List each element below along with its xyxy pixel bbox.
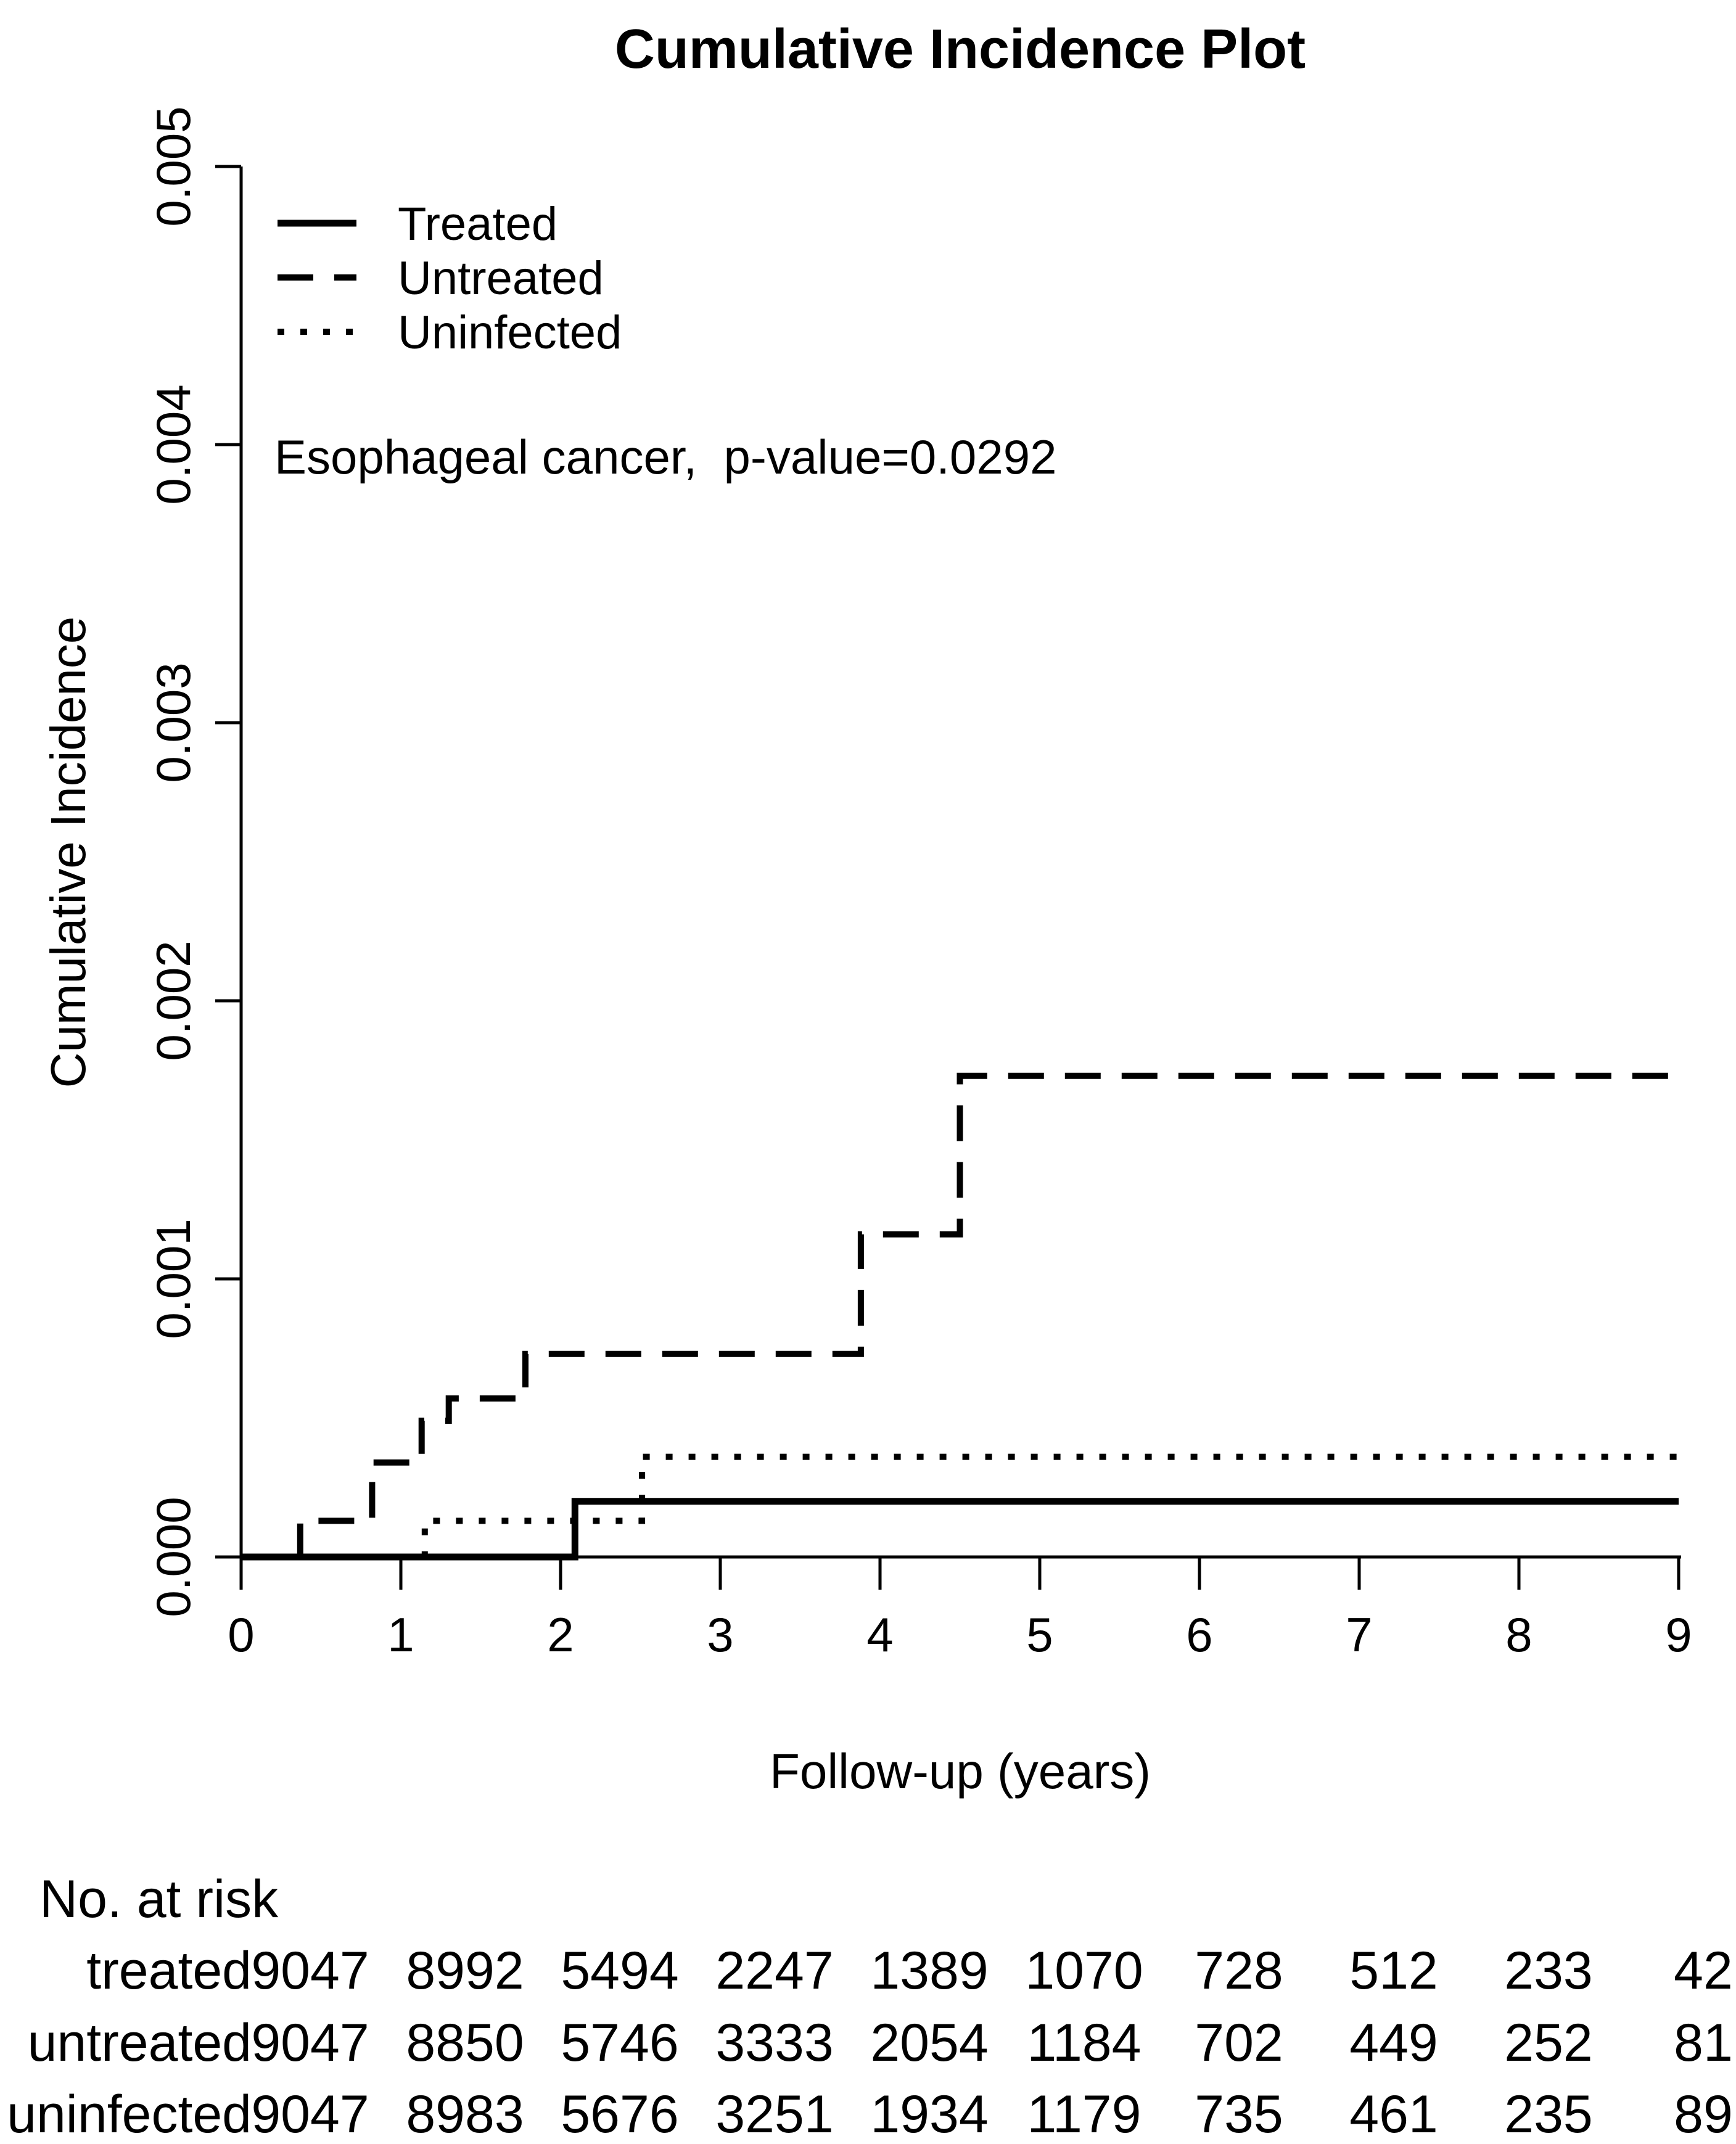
risk-count: 735 — [1195, 2085, 1283, 2144]
risk-table-rows: treated 9047 8992 5494 2247 1389 1070 728 512 233… — [7, 1941, 1733, 2144]
x-tick-label: 3 — [707, 1608, 733, 1662]
risk-count: 2247 — [715, 1941, 833, 2000]
y-tick-label: 0.005 — [146, 106, 200, 226]
curves — [241, 1072, 1679, 1561]
risk-count: 9047 — [251, 2085, 369, 2144]
risk-count: 42 — [1674, 1941, 1733, 2000]
x-tick-label: 2 — [547, 1608, 574, 1662]
y-axis-label: Cumulative Incidence — [41, 617, 96, 1088]
risk-row-label: uninfected — [7, 2085, 252, 2144]
x-tick-label: 6 — [1186, 1608, 1212, 1662]
x-tick-label: 8 — [1505, 1608, 1532, 1662]
risk-count: 9047 — [251, 1941, 369, 2000]
legend-label: Uninfected — [398, 306, 622, 359]
treated-curve — [241, 1498, 1679, 1561]
risk-table-title: No. at risk — [39, 1870, 279, 1929]
risk-count: 233 — [1504, 1941, 1593, 2000]
risk-count: 5746 — [561, 2013, 678, 2072]
risk-count: 1184 — [1027, 2013, 1142, 2072]
untreated-curve — [241, 1072, 1679, 1560]
risk-count: 702 — [1195, 2013, 1283, 2072]
y-tick-label: 0.000 — [146, 1497, 200, 1617]
labels: Cumulative Incidence Plot Follow-up (yea… — [41, 18, 1306, 1799]
x-tick-label: 7 — [1346, 1608, 1372, 1662]
risk-count: 1179 — [1027, 2085, 1142, 2144]
chart-title: Cumulative Incidence Plot — [615, 18, 1306, 80]
x-axis-label: Follow-up (years) — [770, 1744, 1151, 1799]
y-tick-label: 0.004 — [146, 384, 200, 504]
risk-count: 252 — [1504, 2013, 1593, 2072]
risk-count: 1389 — [870, 1941, 988, 2000]
risk-count: 89 — [1674, 2085, 1733, 2144]
risk-count: 449 — [1349, 2013, 1438, 2072]
risk-count: 8983 — [406, 2085, 524, 2144]
uninfected-curve — [241, 1453, 1679, 1560]
risk-count: 1070 — [1025, 1941, 1143, 2000]
axes: 0 1 2 3 4 5 6 7 8 9 0.000 0.001 0.002 0.003 0.004 0.005 — [146, 106, 1692, 1662]
risk-table-row: uninfected 9047 8983 5676 3251 1934 1179 735 461… — [7, 2085, 1733, 2144]
risk-count: 5494 — [561, 1941, 678, 2000]
risk-count: 461 — [1349, 2085, 1438, 2144]
risk-count: 728 — [1195, 1941, 1283, 2000]
risk-count: 81 — [1674, 2013, 1733, 2072]
y-tick-label: 0.002 — [146, 940, 200, 1061]
annotation: Esophageal cancer, p-value=0.0292 — [274, 430, 1056, 484]
legend-label: Untreated — [398, 252, 604, 305]
x-tick-label: 9 — [1665, 1608, 1692, 1662]
risk-count: 3251 — [715, 2085, 833, 2144]
risk-count: 8992 — [406, 1941, 524, 2000]
risk-count: 2054 — [870, 2013, 988, 2072]
risk-count: 9047 — [251, 2013, 369, 2072]
x-tick-label: 1 — [387, 1608, 414, 1662]
y-tick-label: 0.003 — [146, 662, 200, 782]
risk-count: 1934 — [870, 2085, 988, 2144]
risk-count: 8850 — [406, 2013, 524, 2072]
risk-table: No. at risk treated 9047 8992 5494 2247 1389 1… — [7, 1870, 1733, 2144]
risk-count: 3333 — [715, 2013, 833, 2072]
x-tick-label: 4 — [866, 1608, 893, 1662]
risk-table-row: untreated 9047 8850 5746 3333 2054 1184 702 449 2… — [28, 2013, 1733, 2072]
x-tick-label: 0 — [228, 1608, 254, 1662]
risk-count: 235 — [1504, 2085, 1593, 2144]
legend-label: Treated — [398, 198, 557, 250]
y-tick-label: 0.001 — [146, 1218, 200, 1339]
risk-count: 5676 — [561, 2085, 678, 2144]
risk-row-label: untreated — [28, 2013, 252, 2072]
risk-count: 512 — [1349, 1941, 1438, 2000]
risk-row-label: treated — [86, 1941, 252, 2000]
risk-table-row: treated 9047 8992 5494 2247 1389 1070 728 512 233… — [86, 1941, 1733, 2000]
x-tick-label: 5 — [1026, 1608, 1053, 1662]
